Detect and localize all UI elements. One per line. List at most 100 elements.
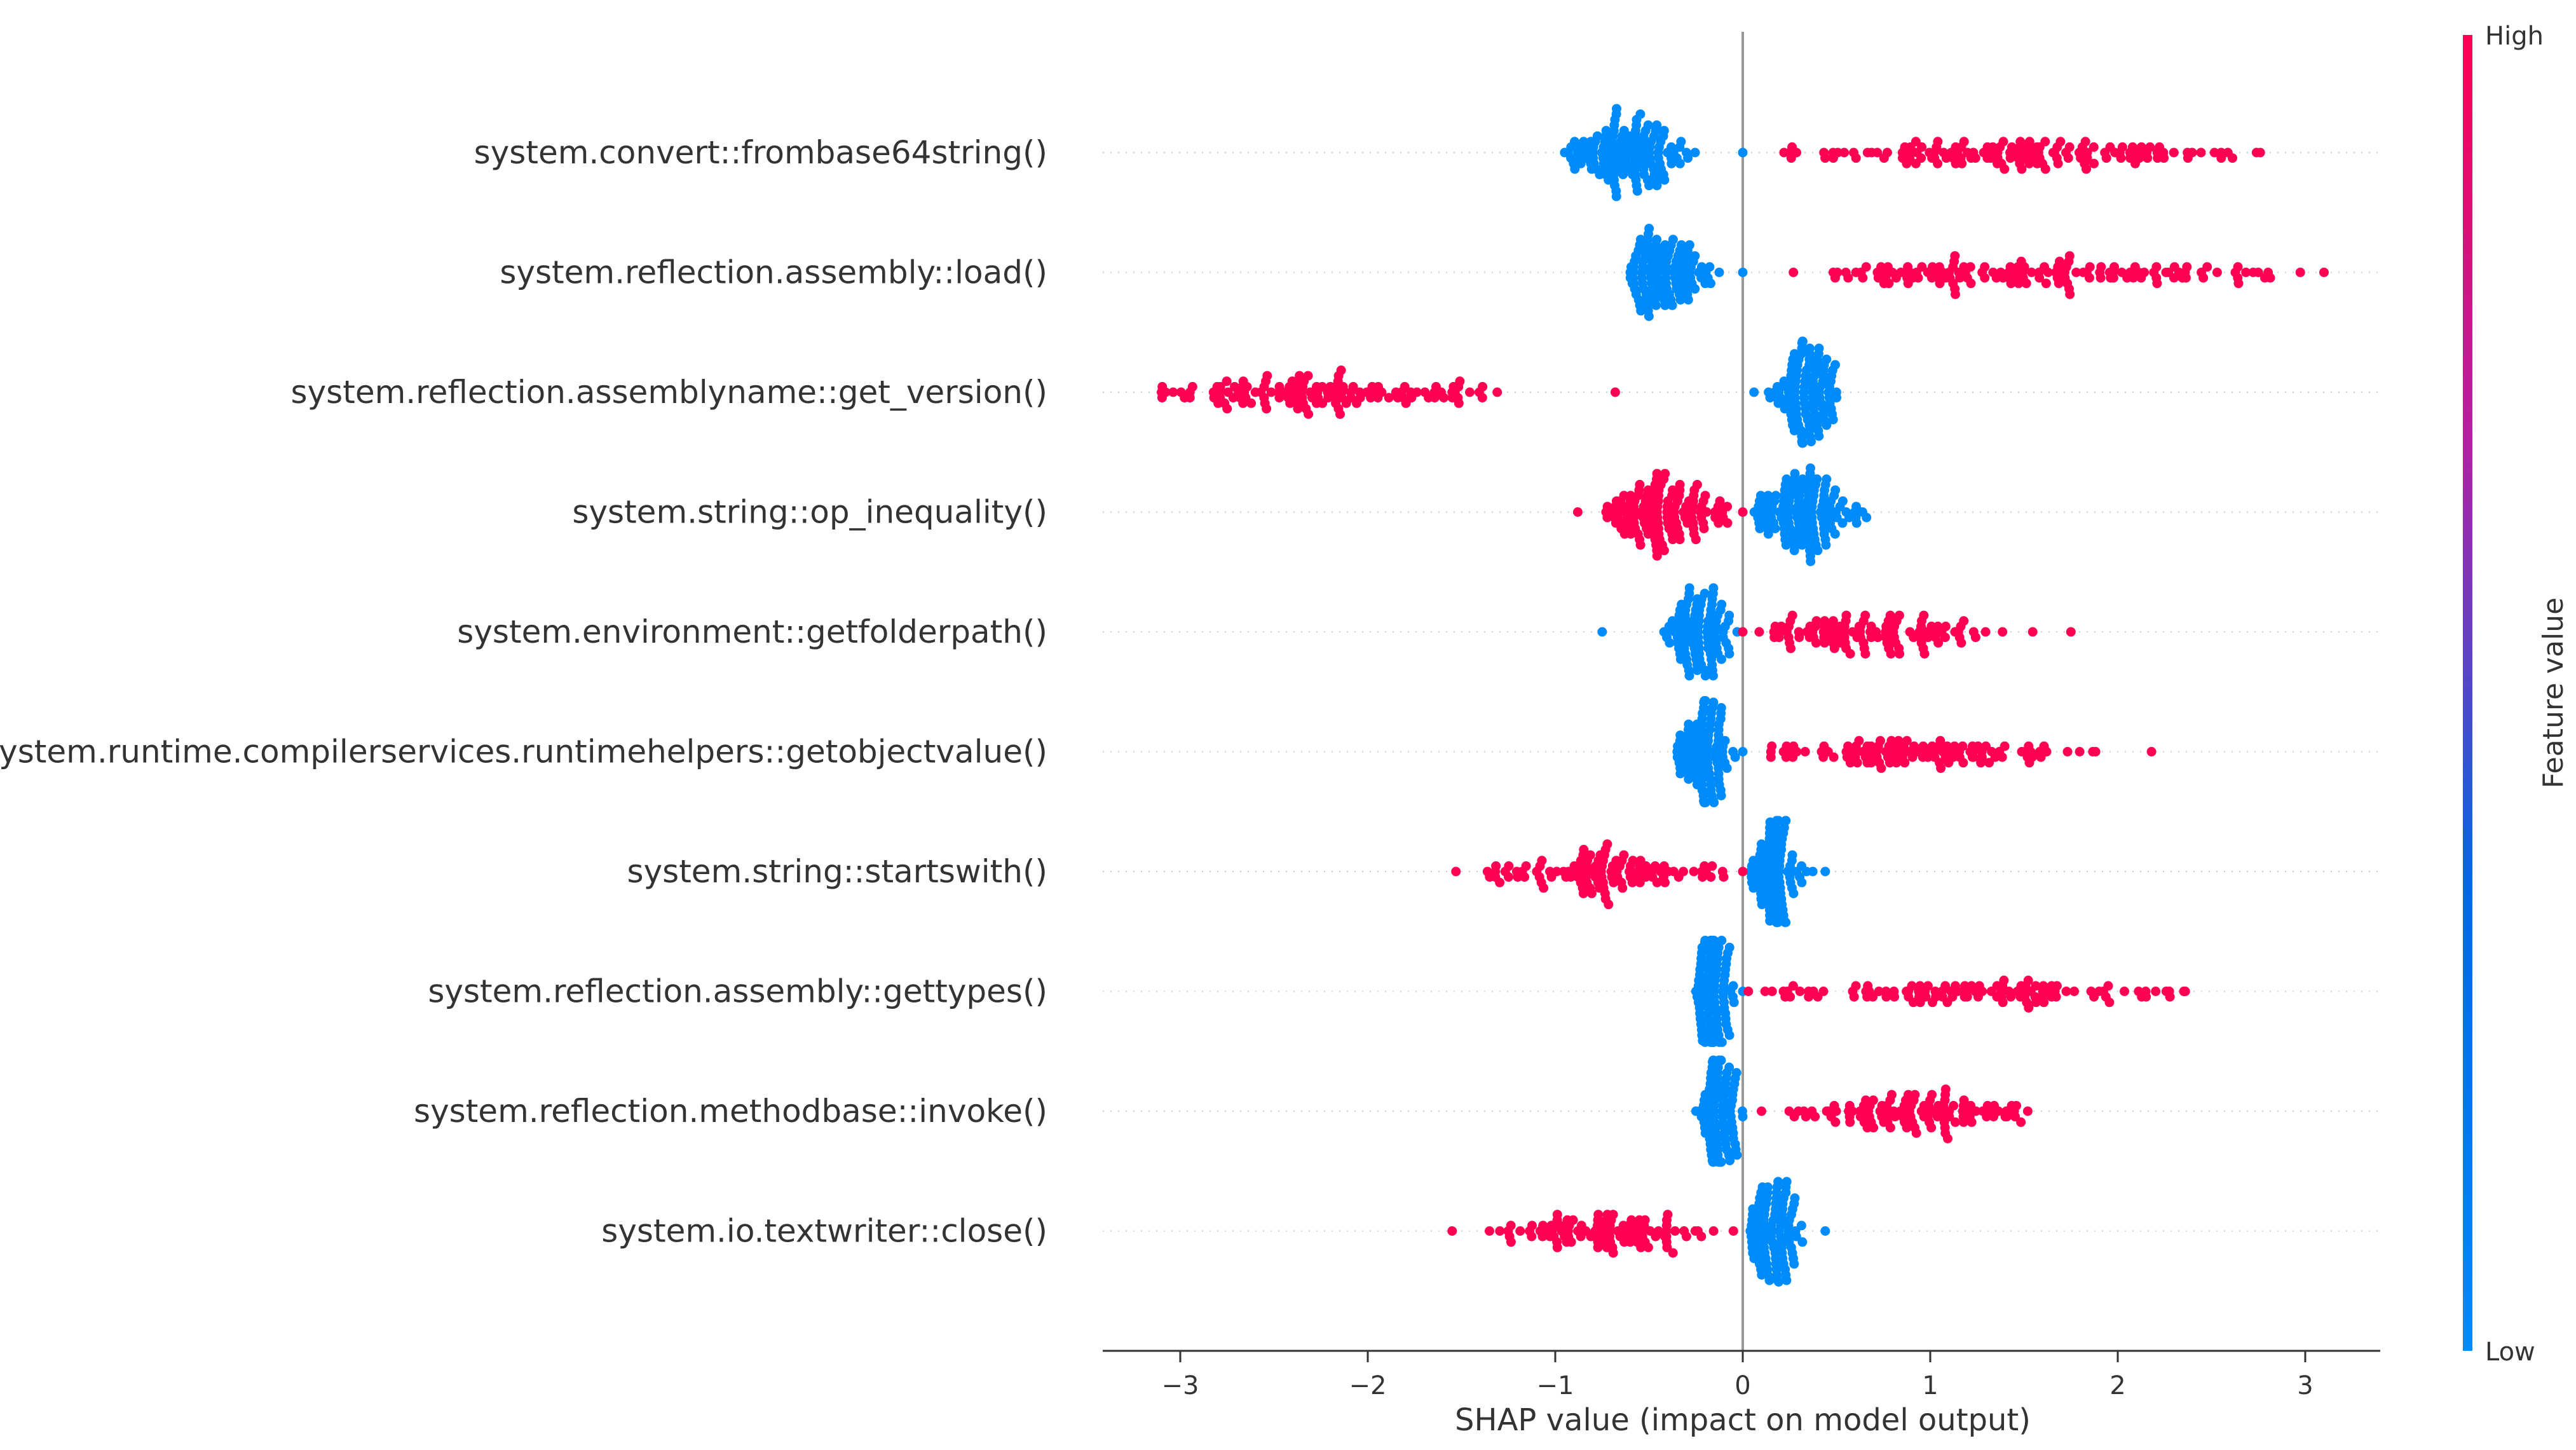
shap-dot-low (1790, 1193, 1800, 1203)
shap-dot-high (2064, 251, 2075, 261)
shap-dot-high (1881, 992, 1891, 1002)
shap-dot-high (2139, 268, 2150, 277)
shap-dot-high (1506, 1237, 1516, 1247)
shap-dot-high (1872, 147, 1883, 158)
shap-dot-high (2000, 741, 2010, 751)
shap-dot-high (1766, 752, 1776, 762)
shap-dot-high (2182, 262, 2192, 272)
shap-dot-high (1943, 1133, 1952, 1144)
shap-dot-high (1959, 1117, 1968, 1127)
shap-dot-high (2064, 142, 2075, 152)
shap-dot-high (2062, 747, 2073, 756)
shap-dot-high (1551, 866, 1562, 877)
shap-dot-high (1860, 610, 1871, 620)
shap-dot-low (1782, 1275, 1792, 1285)
shap-dot-low (1700, 696, 1710, 706)
shap-dot-high (1515, 1226, 1525, 1236)
shap-dot-low (1708, 671, 1718, 681)
shap-dot-high (2085, 273, 2094, 283)
shap-dot-low (1659, 126, 1669, 135)
shap-dot-low (1804, 343, 1815, 353)
shap-dot-low (1676, 137, 1686, 147)
shap-dot-low (1683, 295, 1693, 305)
x-tick-label: 3 (2297, 1371, 2313, 1400)
shap-dot-high (2040, 137, 2050, 147)
shap-dot-low (1820, 1226, 1830, 1236)
shap-dot-high (1931, 992, 1941, 1002)
x-tick-label: −3 (1162, 1371, 1199, 1400)
shap-dot-high (1927, 1090, 1937, 1100)
shap-dot-high (2085, 262, 2095, 272)
shap-dot-high (2000, 164, 2010, 174)
shap-dot-low (1755, 491, 1766, 501)
feature-label: system.reflection.assemblyname::get_vers… (291, 374, 1047, 411)
shap-dot-high (2169, 147, 2179, 158)
shap-dot-high (1619, 850, 1629, 860)
feature-label: system.string::startswith() (627, 853, 1047, 890)
shap-dot-high (1832, 268, 1843, 277)
shap-dot-low (1837, 496, 1848, 506)
shap-dot-high (1274, 381, 1285, 392)
shap-dot-low (1592, 131, 1602, 141)
colorbar: High Low Feature value (2463, 22, 2570, 1367)
feature-labels: system.convert::frombase64string()system… (0, 134, 1047, 1250)
shap-dot-high (1266, 387, 1276, 397)
shap-dot-low (1828, 414, 1838, 425)
shap-dot-high (2141, 992, 2151, 1002)
shap-dot-low (1724, 943, 1734, 952)
shap-dot-high (2051, 992, 2061, 1002)
shap-dot-high (2319, 268, 2329, 277)
shap-dot-high (1950, 251, 1960, 261)
shap-dot-low (1730, 752, 1740, 762)
shap-dot-high (1552, 1210, 1562, 1220)
shap-dot-high (2090, 747, 2101, 756)
shap-dot-high (1923, 633, 1933, 643)
shap-dot-high (1566, 1237, 1576, 1247)
shap-dot-low (1635, 109, 1646, 120)
shap-dot-low (1700, 798, 1710, 807)
shap-dot-high (1246, 398, 1256, 408)
shap-dot-low (1690, 251, 1700, 261)
shap-dot-high (1933, 158, 1943, 168)
shap-dot-high (2052, 981, 2062, 991)
shap-dot-low (1762, 1182, 1773, 1192)
shap-dot-high (2082, 164, 2091, 174)
shap-dot-low (1705, 262, 1715, 272)
shap-dot-low (1684, 671, 1694, 681)
shap-dot-high (1338, 381, 1348, 392)
shap-dot-high (1811, 638, 1821, 648)
shap-dot-high (1923, 981, 1933, 991)
shap-dot-low (1720, 735, 1730, 746)
feature-label: system.reflection.methodbase::invoke() (414, 1093, 1047, 1130)
shap-dot-high (1921, 992, 1931, 1002)
shap-dot-high (1323, 393, 1333, 403)
shap-dot-high (1980, 273, 1990, 283)
shap-dot-high (2089, 142, 2099, 152)
shap-dot-low (1717, 599, 1727, 610)
shap-dot-low (1814, 343, 1824, 353)
shap-dot-high (1527, 1221, 1537, 1231)
shap-dot-high (1891, 758, 1902, 768)
shap-dot-high (2080, 137, 2090, 147)
shap-dot-high (1818, 987, 1829, 996)
shap-dot-high (1336, 366, 1346, 375)
shap-dot-high (1786, 643, 1796, 653)
shap-dot-high (1668, 485, 1678, 495)
shap-dot-high (1602, 512, 1612, 523)
shap-dot-high (2075, 747, 2085, 756)
feature-label: system.environment::getfolderpath() (457, 613, 1047, 650)
shap-dot-high (2027, 752, 2037, 762)
shap-dot-high (1451, 866, 1461, 877)
shap-dot-high (1578, 889, 1588, 898)
shap-dot-low (1684, 774, 1694, 784)
shap-dot-high (1913, 273, 1923, 283)
shap-dot-high (1874, 987, 1884, 996)
shap-dot-high (1886, 1090, 1897, 1100)
shap-dot-high (1936, 763, 1946, 773)
shap-dot-low (1644, 311, 1654, 321)
shap-dot-high (1933, 137, 1943, 147)
shap-dot-low (1684, 583, 1694, 593)
shap-dot-low (1790, 469, 1800, 479)
shap-dot-high (1957, 158, 1967, 168)
